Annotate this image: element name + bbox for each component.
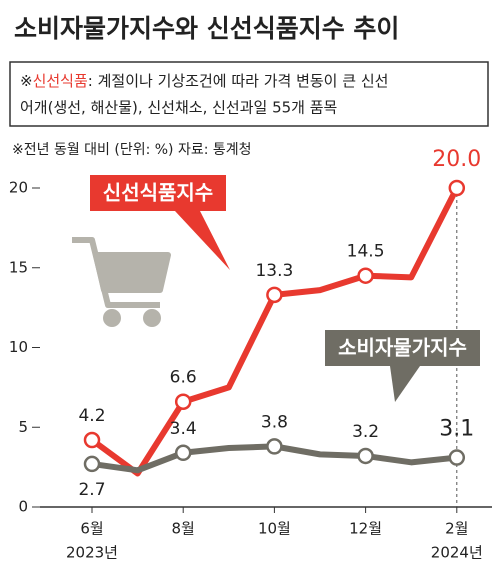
legend-label: 신선식품지수	[103, 181, 213, 205]
cart-icon	[72, 237, 171, 327]
point	[448, 449, 466, 466]
source: ※전년 동월 대비 (단위: %) 자료: 통계청	[12, 142, 252, 158]
x-tick-label: 6월	[80, 520, 103, 538]
data-label: 2.7	[78, 480, 105, 500]
data-label: 13.3	[255, 261, 293, 281]
data-label: 3.8	[261, 412, 288, 432]
point	[357, 447, 374, 465]
point	[174, 393, 192, 410]
data-label: 3.1	[439, 417, 474, 442]
point	[174, 444, 192, 462]
chart-title: 소비자물가지수와 신선식품지수 추이	[14, 14, 399, 43]
legend-pointer	[175, 211, 230, 270]
data-label: 3.4	[170, 419, 197, 439]
data-label: 3.2	[352, 422, 379, 442]
data-label: 4.2	[78, 406, 105, 426]
y-tick-label: 10	[9, 338, 28, 356]
legend-pointer	[390, 366, 420, 402]
note: ※신선식품: 계절이나 기상조건에 따라 가격 변동이 큰 신선	[20, 72, 388, 90]
note-term: 신선식품	[33, 72, 88, 90]
point	[266, 286, 283, 304]
x-tick-label: 2월	[445, 520, 468, 538]
y-tick-label: 5	[18, 418, 28, 436]
y-tick-label: 0	[18, 498, 28, 516]
legend-box	[325, 330, 480, 366]
data-label: 14.5	[347, 242, 385, 262]
data-label: 20.0	[432, 147, 481, 172]
x-tick-label: 8월	[172, 520, 195, 538]
x-tick-label: 12월	[349, 520, 382, 538]
data-label: 6.6	[170, 368, 197, 388]
point	[266, 438, 283, 455]
y-tick-label: 15	[9, 258, 28, 276]
point	[83, 455, 101, 473]
note-line: 어개(생선, 해산물), 신선채소, 신선과일 55개 품목	[20, 99, 337, 117]
note-text: : 계절이나 기상조건에 따라 가격 변동이 큰 신선	[88, 72, 389, 90]
x-tick-label: 10월	[258, 520, 291, 538]
legend-box	[90, 175, 226, 211]
legend-label: 소비자물가지수	[338, 336, 467, 360]
point	[448, 179, 466, 197]
point	[357, 267, 374, 284]
x-year-label: 2023년	[66, 544, 118, 562]
note-prefix: ※	[20, 72, 33, 90]
note-box	[9, 61, 489, 127]
x-year-label: 2024년	[431, 544, 483, 562]
y-tick-label: 20	[9, 179, 28, 197]
point	[83, 431, 101, 449]
